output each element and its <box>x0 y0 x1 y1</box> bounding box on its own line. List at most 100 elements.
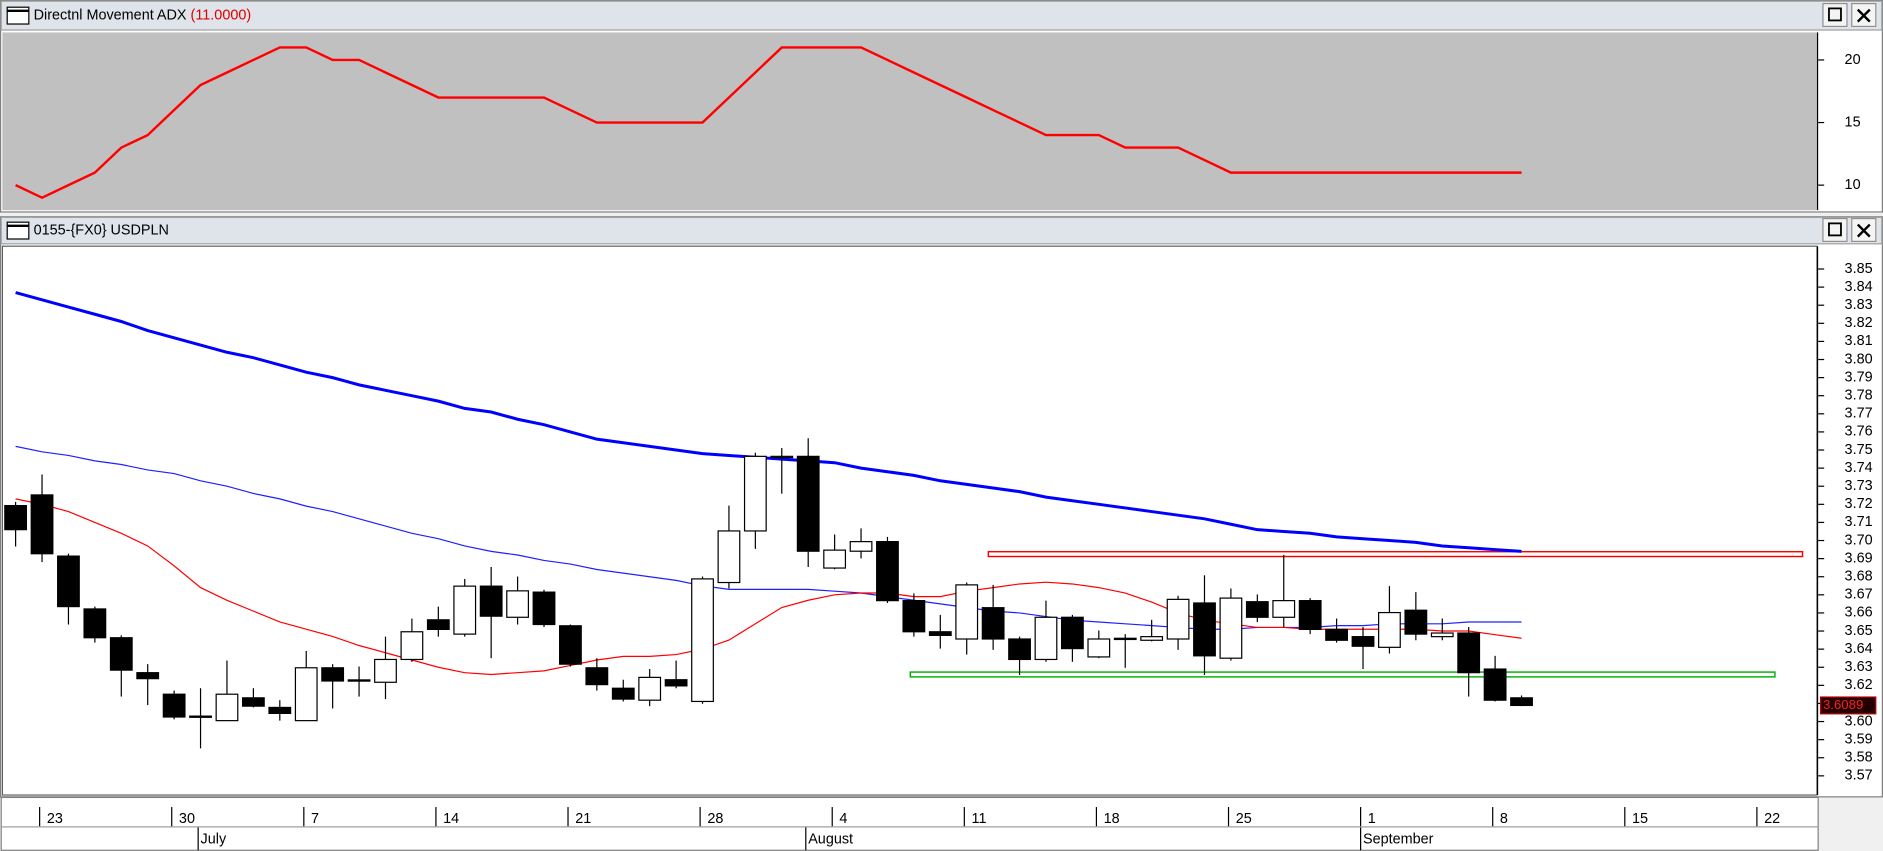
candle-body <box>664 679 688 687</box>
candle-body <box>83 608 107 639</box>
candle-body <box>189 715 212 718</box>
y-tick-label: 3.80 <box>1845 351 1873 367</box>
adx-current-value: (11.0000) <box>191 7 252 23</box>
candle-body <box>506 590 529 618</box>
candle-body <box>1404 609 1428 635</box>
x-tick-label: 8 <box>1500 811 1508 827</box>
candle-body <box>1008 638 1031 661</box>
candle-body <box>479 585 503 617</box>
x-tick-label: 4 <box>839 811 847 827</box>
y-tick-label: 3.81 <box>1845 333 1873 349</box>
candle-body <box>347 679 371 682</box>
candle-body <box>1193 602 1216 657</box>
y-tick-label: 3.77 <box>1845 406 1873 422</box>
candle-body <box>1351 636 1375 647</box>
candle-body <box>1219 597 1243 659</box>
moving-average <box>15 291 1522 553</box>
candle-body <box>955 584 979 640</box>
adx-title-bar <box>0 0 1883 31</box>
y-tick-label: 3.82 <box>1845 315 1873 331</box>
candle-body <box>611 687 635 700</box>
candle-body <box>770 455 794 459</box>
candle-body <box>241 697 265 707</box>
candle-body <box>1483 668 1507 701</box>
y-tick-label: 10 <box>1845 177 1861 193</box>
y-tick-label: 3.84 <box>1845 279 1873 295</box>
candle-body <box>1298 600 1322 631</box>
candle-body <box>426 619 450 631</box>
candle-body <box>981 607 1005 640</box>
candle-body <box>1457 632 1481 674</box>
y-tick-label: 3.66 <box>1845 605 1873 621</box>
candle-body <box>823 549 847 569</box>
candle-body <box>585 667 609 686</box>
y-tick-label: 3.83 <box>1845 297 1873 313</box>
window-icon <box>6 6 30 25</box>
adx-title-text: Directnl Movement ADX <box>34 7 187 23</box>
y-tick-label: 3.71 <box>1845 514 1873 530</box>
candle-body <box>1245 601 1269 618</box>
maximize-button[interactable] <box>1822 3 1848 28</box>
candle-body <box>691 578 714 703</box>
candle-body <box>532 591 556 626</box>
close-button[interactable] <box>1851 217 1877 242</box>
candle-body <box>1378 611 1401 648</box>
month-label: July <box>201 831 227 847</box>
chart-layer: 1015203.573.583.593.603.613.623.633.643.… <box>4 46 1877 851</box>
x-tick-label: 11 <box>972 811 987 827</box>
y-tick-label: 3.58 <box>1845 750 1873 766</box>
x-axis-strip <box>0 796 1819 851</box>
candle-body <box>1430 632 1454 638</box>
candle-body <box>321 667 345 682</box>
y-tick-label: 3.62 <box>1845 677 1873 693</box>
y-tick-label: 3.72 <box>1845 496 1873 512</box>
x-tick-label: 14 <box>443 811 459 827</box>
candle-body <box>57 555 80 608</box>
moving-average <box>15 498 1522 676</box>
candle-body <box>1272 600 1296 618</box>
x-tick-label: 23 <box>47 811 63 827</box>
candle-body <box>1034 616 1058 661</box>
candle-body <box>4 504 28 531</box>
candle-body <box>796 455 820 552</box>
y-tick-label: 3.60 <box>1845 713 1873 729</box>
month-label: August <box>808 831 853 847</box>
candle-body <box>268 706 292 714</box>
candle-body <box>1113 637 1137 641</box>
candle-body <box>1325 628 1349 641</box>
x-tick-label: 25 <box>1236 811 1252 827</box>
x-tick-label: 22 <box>1764 811 1780 827</box>
adx-line <box>15 46 1522 199</box>
y-tick-label: 3.68 <box>1845 569 1873 585</box>
y-tick-label: 20 <box>1845 52 1861 68</box>
month-label: September <box>1363 831 1434 847</box>
last-price-label: 3.6089 <box>1823 697 1863 712</box>
candle-body <box>559 625 582 665</box>
price-title: 0155-{FX0} USDPLN <box>34 222 169 238</box>
x-tick-label: 28 <box>707 811 723 827</box>
candle-body <box>294 667 318 722</box>
y-tick-label: 3.78 <box>1845 388 1873 404</box>
candle-body <box>1166 598 1190 640</box>
y-tick-label: 3.63 <box>1845 659 1873 675</box>
candle-body <box>928 631 952 636</box>
candle-body <box>453 585 477 635</box>
x-tick-label: 18 <box>1104 811 1120 827</box>
y-tick-label: 3.76 <box>1845 424 1873 440</box>
y-tick-label: 3.73 <box>1845 478 1873 494</box>
y-tick-label: 3.74 <box>1845 460 1873 476</box>
candle-body <box>1510 697 1533 707</box>
close-button[interactable] <box>1851 3 1877 28</box>
y-tick-label: 3.64 <box>1845 641 1873 657</box>
candle-body <box>30 494 54 555</box>
y-tick-label: 3.75 <box>1845 442 1873 458</box>
adx-title: Directnl Movement ADX (11.0000) <box>34 7 252 23</box>
level-line <box>909 671 1776 678</box>
candle-body <box>743 455 767 532</box>
y-tick-label: 3.65 <box>1845 623 1873 639</box>
maximize-button[interactable] <box>1822 217 1848 242</box>
y-tick-label: 15 <box>1845 114 1861 130</box>
candle-body <box>374 658 397 683</box>
